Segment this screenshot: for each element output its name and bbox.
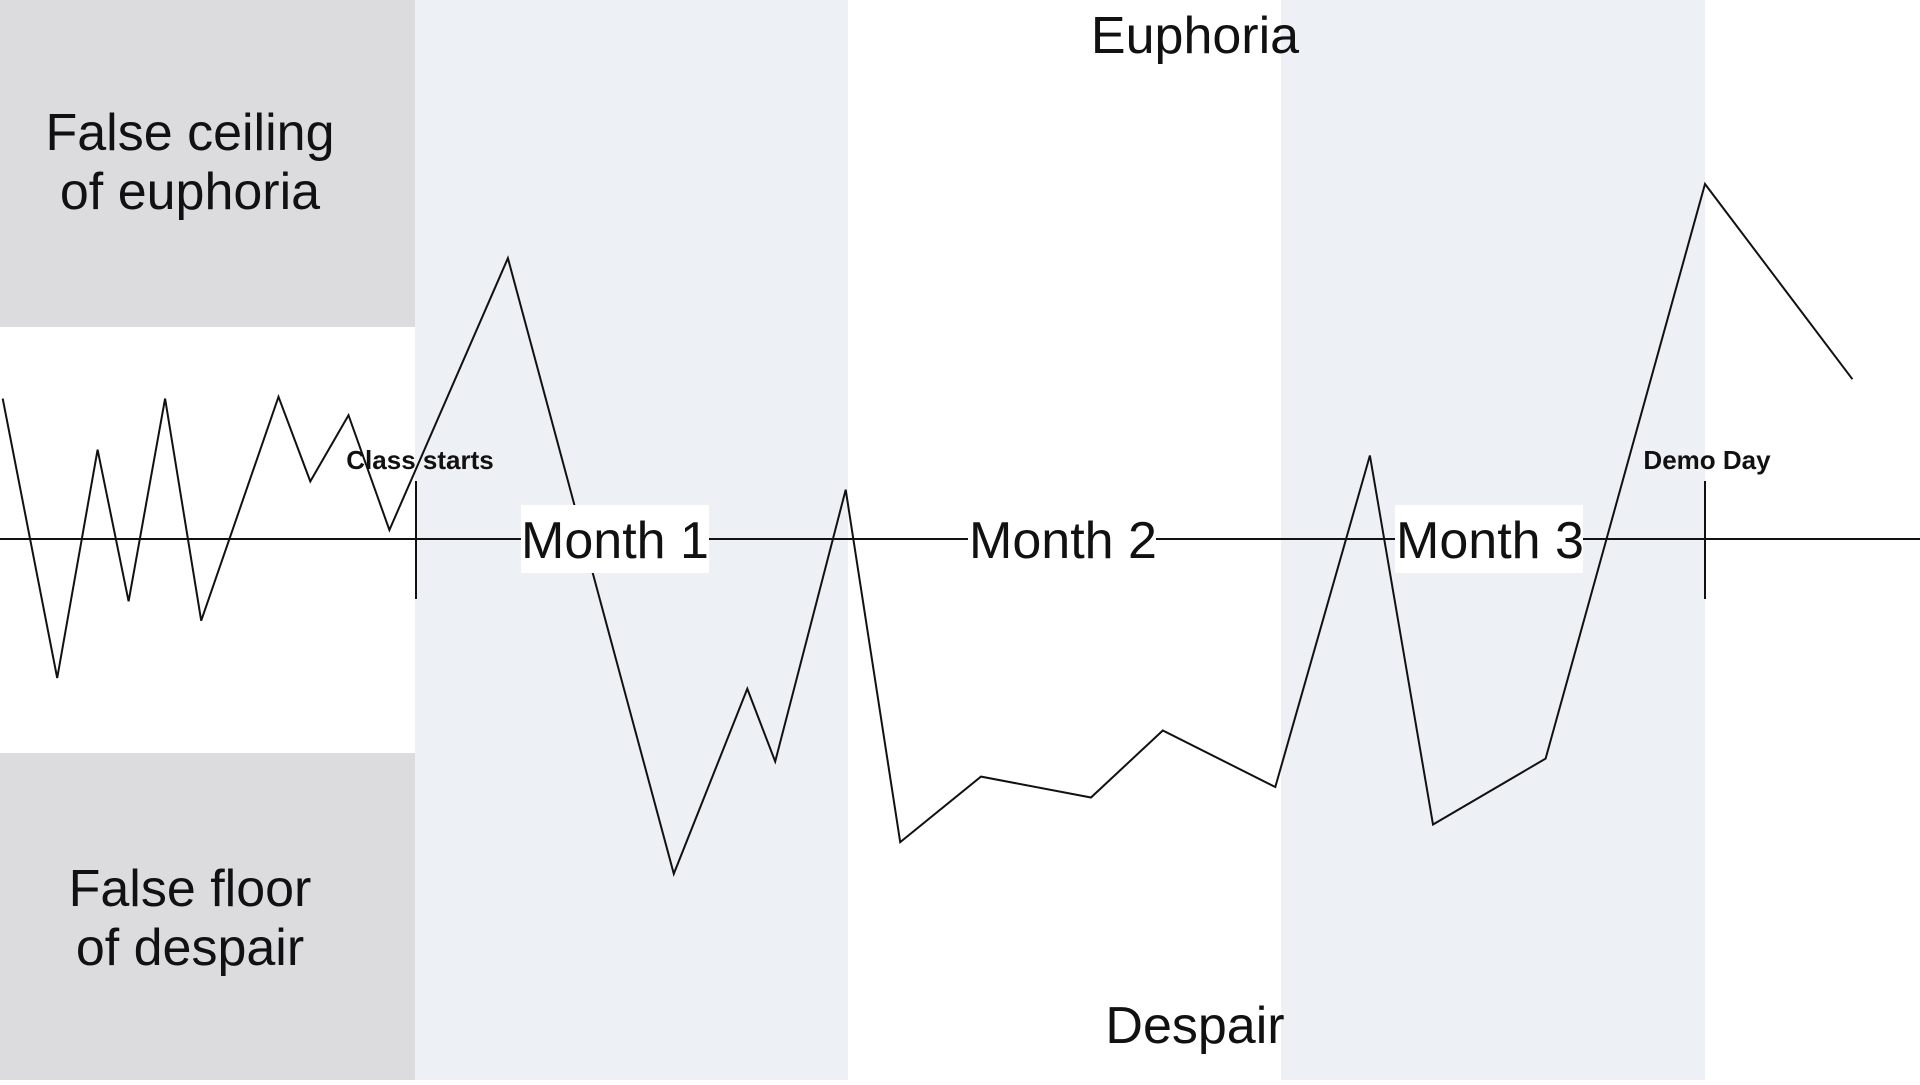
- month-1-label: Month 1: [521, 512, 709, 570]
- false-ceiling-zone: [0, 0, 415, 327]
- false-floor-label-line1: False floor: [69, 860, 312, 918]
- despair-label: Despair: [1105, 997, 1284, 1055]
- month-3-label-bg: [1395, 505, 1583, 573]
- demo-day-label: Demo Day: [1643, 445, 1771, 475]
- month-3-label: Month 3: [1396, 512, 1584, 570]
- false-floor-zone: [0, 753, 415, 1080]
- false-floor-label-line2: of despair: [76, 919, 304, 977]
- month-1-label-bg: [521, 505, 709, 573]
- month-2-label-bg: [968, 505, 1156, 573]
- class-starts-label: Class starts: [346, 445, 493, 475]
- month-2-label: Month 2: [969, 512, 1157, 570]
- false-ceiling-label-line1: False ceiling: [45, 104, 334, 162]
- emotion-line: [1, 181, 1854, 877]
- false-ceiling-label-line2: of euphoria: [60, 163, 320, 221]
- euphoria-label: Euphoria: [1091, 7, 1299, 65]
